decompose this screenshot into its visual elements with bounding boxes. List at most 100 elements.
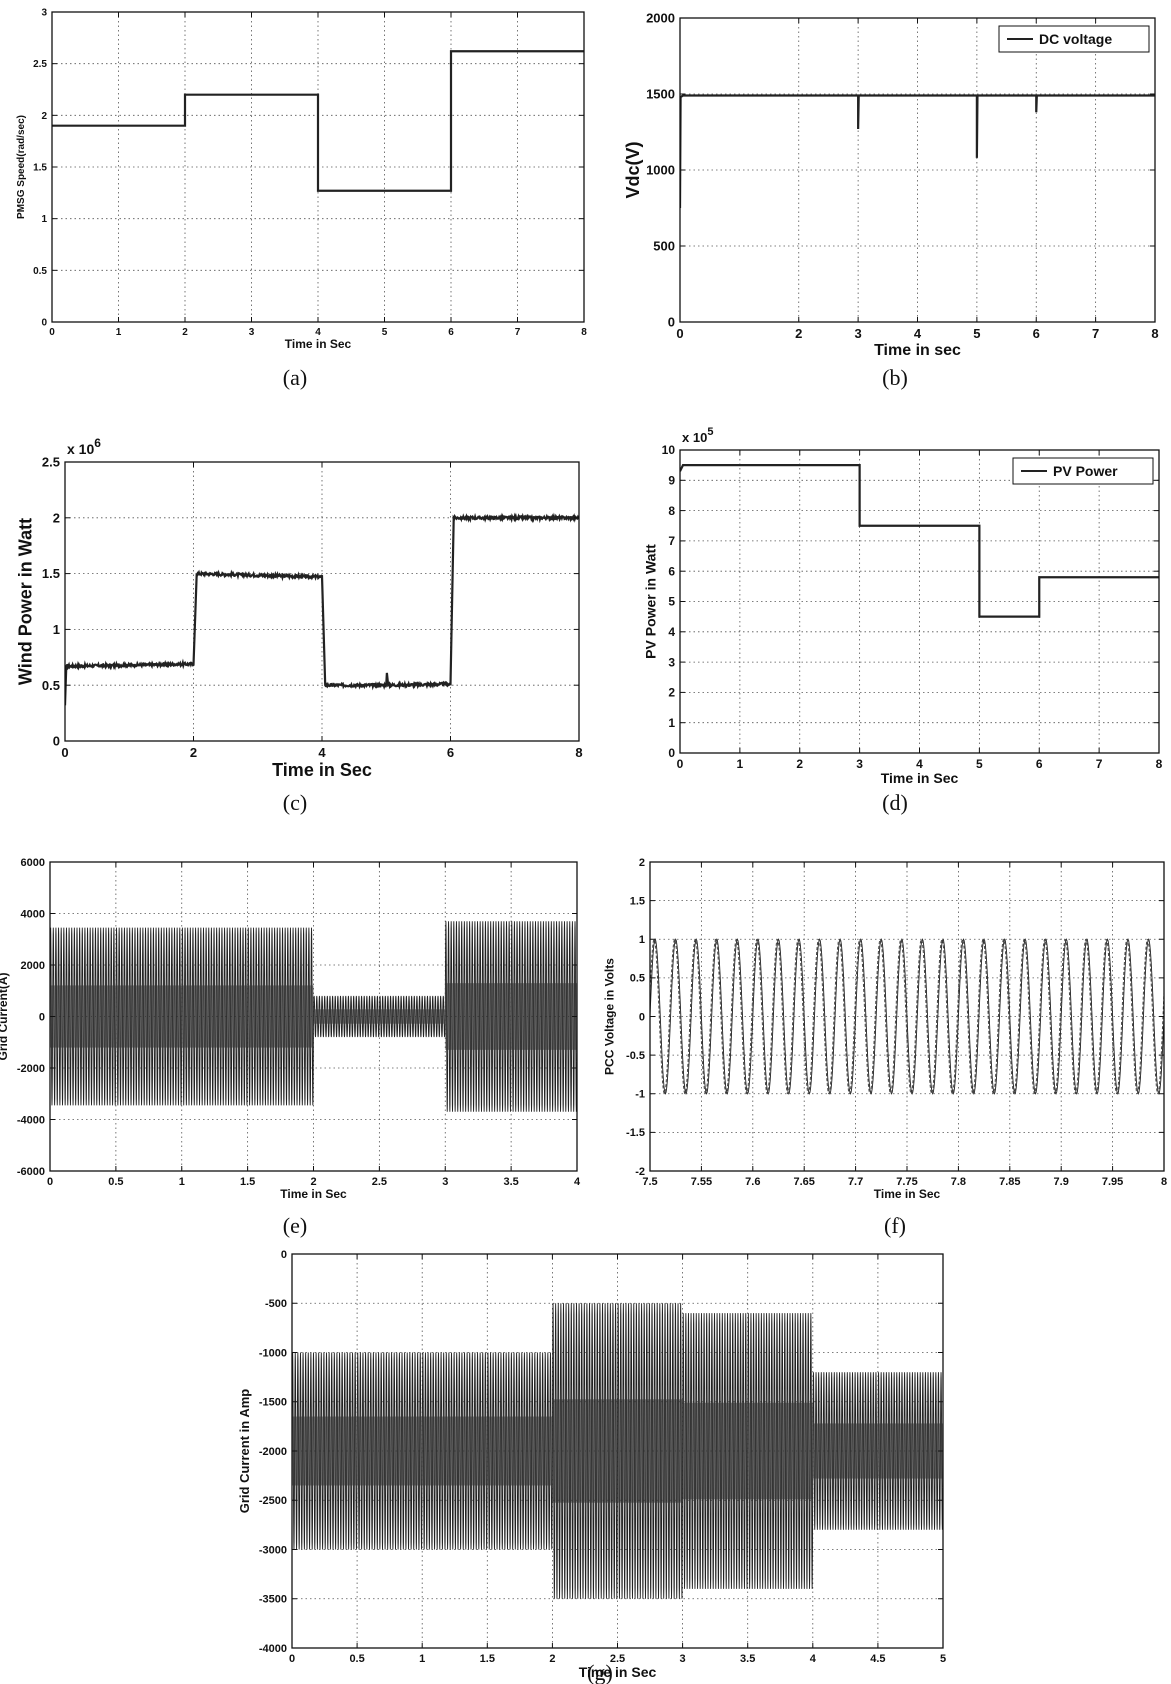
x-tick-label: 2.5 (610, 1653, 625, 1665)
x-tick-label: 1 (737, 757, 744, 771)
axis-multiplier: x 106 (67, 436, 101, 457)
series-line (650, 938, 1164, 1095)
series-band (313, 1009, 446, 1024)
y-tick-label: 0 (668, 746, 675, 760)
x-tick-label: 5 (382, 327, 388, 338)
y-tick-label: 500 (653, 239, 675, 254)
y-tick-label: 0.5 (42, 678, 60, 693)
y-tick-label: 0 (281, 1249, 287, 1261)
chart-d: 0 1 2 3 4 5 6 7 8 0 1 2 3 4 5 6 7 8 9 10 Time in Sec PV Power… (643, 426, 1163, 815)
x-tick-label: 7.75 (896, 1176, 917, 1188)
x-tick-label: 1 (419, 1653, 425, 1665)
x-tick-label: 7 (1092, 326, 1099, 341)
x-tick-label: 1.5 (480, 1653, 495, 1665)
series-line (52, 50, 584, 192)
y-tick-label: 2 (41, 111, 47, 122)
series-line (65, 512, 579, 706)
y-tick-label: 10 (662, 443, 676, 457)
y-tick-label: 3 (668, 655, 675, 669)
y-tick-label: 9 (668, 474, 675, 488)
x-tick-label: 7.65 (793, 1176, 814, 1188)
plot-area (65, 512, 579, 706)
x-tick-label: 4 (914, 326, 922, 341)
x-tick-label: 2 (795, 326, 802, 341)
x-tick-label: 7 (1096, 757, 1103, 771)
chart-e: 0 0.5 1 1.5 2 2.5 3 3.5 4 -6000 -4000 -2000 0 2000 400… (0, 857, 581, 1238)
y-tick-label: 3 (41, 8, 47, 19)
x-axis-label: Time in Sec (881, 770, 959, 786)
y-tick-label: -4000 (17, 1114, 45, 1126)
x-tick-label: 7.55 (691, 1176, 712, 1188)
y-tick-label: 1000 (646, 163, 675, 178)
y-tick-label: 0 (53, 734, 60, 749)
series-band (812, 1423, 943, 1479)
x-axis-label: Time in sec (874, 342, 961, 359)
x-tick-label: 3 (855, 326, 862, 341)
x-tick-label: 8 (575, 745, 582, 760)
y-tick-label: -6000 (17, 1166, 45, 1178)
y-tick-label: 2000 (646, 11, 675, 26)
x-tick-label: 0.5 (349, 1653, 364, 1665)
panel-caption: (d) (882, 790, 908, 815)
y-tick-label: -0.5 (626, 1050, 645, 1062)
y-tick-label: 8 (668, 504, 675, 518)
y-tick-label: 0.5 (33, 266, 47, 277)
x-tick-label: 2.5 (372, 1176, 387, 1188)
y-tick-label: 7 (668, 534, 675, 548)
y-tick-label: -2 (635, 1166, 645, 1178)
y-tick-label: 2 (668, 686, 675, 700)
series-line (650, 938, 1164, 1095)
y-tick-label: 6000 (21, 857, 45, 869)
y-tick-label: -2000 (17, 1063, 45, 1075)
y-tick-label: 1 (668, 716, 675, 730)
plot-area (650, 938, 1164, 1095)
x-tick-label: 6 (448, 327, 454, 338)
x-tick-label: 0 (676, 326, 683, 341)
series-band (445, 983, 577, 1050)
chart-c: 0 2 4 6 8 0 0.5 1 1.5 2 2.5 Time in Sec Wind Power i… (16, 436, 583, 815)
x-tick-label: 3 (442, 1176, 448, 1188)
x-tick-label: 7 (515, 327, 521, 338)
chart-b: 0 2 3 4 5 6 7 8 0 500 1000 1500 2000 Time in sec Vdc(V… (623, 11, 1159, 390)
series-band (552, 1399, 683, 1503)
x-tick-label: 1 (179, 1176, 185, 1188)
y-tick-label: -2500 (259, 1495, 287, 1507)
x-tick-label: 3 (680, 1653, 686, 1665)
x-tick-label: 4 (810, 1653, 817, 1665)
y-axis-label: Grid Current(A) (0, 973, 10, 1061)
x-tick-label: 6 (447, 745, 454, 760)
y-tick-label: -3500 (259, 1594, 287, 1606)
y-tick-label: 2.5 (33, 59, 47, 70)
legend: DC voltage (998, 25, 1150, 53)
series-line (680, 94, 1155, 209)
x-tick-label: 1 (116, 327, 122, 338)
x-tick-label: 5 (976, 757, 983, 771)
y-tick-label: 1.5 (33, 163, 47, 174)
panel-caption: (g) (587, 1660, 613, 1684)
panel-caption: (e) (283, 1213, 307, 1238)
chart-a: 0 1 2 3 4 5 6 7 8 0 0.5 1 1.5 2 2.5 3 Time in Sec PMSG Sp… (16, 8, 587, 391)
y-tick-label: -1 (635, 1089, 645, 1101)
x-tick-label: 5 (940, 1653, 946, 1665)
x-axis-label: Time in Sec (272, 760, 372, 780)
plot-area (680, 94, 1155, 209)
y-tick-label: -1500 (259, 1397, 287, 1409)
x-tick-label: 0 (677, 757, 684, 771)
plot-area (292, 1303, 943, 1599)
x-tick-label: 3 (249, 327, 255, 338)
x-tick-label: 1.5 (240, 1176, 255, 1188)
x-tick-label: 5 (973, 326, 980, 341)
x-tick-label: 2 (796, 757, 803, 771)
legend-entry: DC voltage (1039, 31, 1112, 47)
x-tick-label: 7.7 (848, 1176, 863, 1188)
y-tick-label: 1 (41, 214, 47, 225)
y-tick-label: 2 (639, 857, 645, 869)
y-tick-label: -3000 (259, 1544, 287, 1556)
x-axis-label: Time in Sec (280, 1187, 347, 1201)
x-tick-label: 8 (1156, 757, 1163, 771)
y-axis-label: PCC Voltage in Volts (603, 958, 617, 1075)
plot-area (50, 921, 577, 1112)
x-tick-label: 7.8 (951, 1176, 966, 1188)
panel-caption: (c) (283, 790, 307, 815)
